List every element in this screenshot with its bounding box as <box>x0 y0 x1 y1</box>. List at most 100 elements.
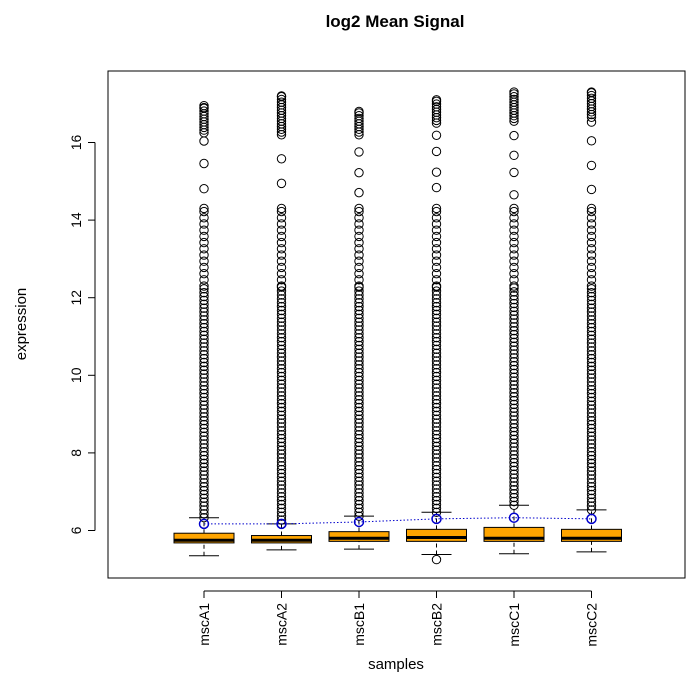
mean-line <box>204 517 592 525</box>
outlier-point <box>354 344 364 355</box>
outlier-point <box>586 334 597 344</box>
outlier-point <box>431 298 442 308</box>
outlier-point <box>431 256 442 266</box>
outlier-point <box>199 361 209 372</box>
outlier-point <box>431 275 442 285</box>
outlier-point <box>354 468 364 479</box>
y-tick-label: 6 <box>68 526 84 534</box>
outlier-point <box>199 384 209 395</box>
outlier-point <box>354 348 364 358</box>
outlier-point <box>586 281 597 291</box>
outlier-point <box>276 94 287 105</box>
outlier-point <box>276 429 287 440</box>
outlier-point <box>586 213 597 223</box>
outlier-point <box>276 206 287 217</box>
outlier-point <box>276 154 287 164</box>
outlier-point <box>509 318 519 328</box>
outlier-point <box>276 348 287 358</box>
box-mscB2 <box>406 511 467 556</box>
outlier-point <box>199 427 209 438</box>
outlier-point <box>354 480 364 490</box>
outlier-point <box>586 346 597 356</box>
outlier-point <box>586 326 597 337</box>
outlier-point <box>276 492 287 502</box>
outlier-point <box>199 291 209 302</box>
outlier-point <box>199 158 209 169</box>
outlier-point <box>199 346 209 356</box>
outlier-point <box>199 435 209 445</box>
outlier-group <box>276 91 287 529</box>
outlier-point <box>431 237 442 248</box>
outlier-point <box>276 340 287 351</box>
outlier-point <box>276 97 287 107</box>
outlier-point <box>509 372 519 382</box>
outlier-point <box>199 244 209 254</box>
outlier-point <box>276 476 287 486</box>
outlier-point <box>431 206 442 217</box>
outlier-point <box>276 495 287 506</box>
outlier-point <box>354 329 364 339</box>
outlier-point <box>276 437 287 448</box>
outlier-point <box>431 167 442 177</box>
outlier-point <box>199 231 209 242</box>
outlier-point <box>199 299 209 309</box>
box-mscA1 <box>173 517 235 557</box>
outlier-point <box>509 368 519 379</box>
x-tick-label: mscA2 <box>274 603 290 646</box>
outlier-point <box>354 298 364 308</box>
outlier-point <box>276 290 287 300</box>
outlier-point <box>431 352 442 362</box>
outlier-point <box>354 219 364 229</box>
outlier-point <box>276 507 287 517</box>
outlier-point <box>276 488 287 498</box>
outlier-point <box>509 430 519 441</box>
outlier-point <box>509 411 519 421</box>
outlier-point <box>431 219 442 229</box>
outlier-point <box>354 301 364 312</box>
y-tick-label: 12 <box>68 290 84 306</box>
outlier-point <box>509 268 519 279</box>
outlier-point <box>509 345 519 355</box>
outlier-point <box>276 503 287 514</box>
outlier-point <box>199 400 209 410</box>
outlier-point <box>354 250 364 260</box>
box-rect <box>406 528 467 542</box>
outlier-point <box>586 435 597 445</box>
outlier-point <box>276 457 287 467</box>
outlier-point <box>586 250 597 260</box>
box-rect <box>173 532 235 544</box>
outlier-point <box>276 426 287 436</box>
outlier-point <box>199 489 209 500</box>
outlier-point <box>276 213 287 223</box>
outlier-point <box>354 364 364 374</box>
outlier-point <box>509 422 519 433</box>
outlier-point <box>586 419 597 430</box>
outlier-point <box>276 256 287 266</box>
outlier-point <box>354 391 364 401</box>
outlier-point <box>276 325 287 335</box>
outlier-point <box>509 391 519 402</box>
outlier-point <box>586 275 597 285</box>
outlier-point <box>276 433 287 444</box>
x-tick-label: mscB1 <box>351 603 367 646</box>
mean-point <box>586 513 597 525</box>
outlier-point <box>276 410 287 420</box>
outlier-point <box>199 318 209 329</box>
outlier-point <box>431 433 442 444</box>
outlier-point <box>431 301 442 312</box>
outlier-point <box>354 275 364 285</box>
box-mscB1 <box>328 515 390 550</box>
outlier-point <box>276 286 287 296</box>
outlier-point <box>431 305 442 316</box>
outlier-point <box>431 492 442 502</box>
outlier-point <box>509 461 519 472</box>
outlier-point <box>509 281 519 291</box>
outlier-point <box>431 95 442 105</box>
outlier-point <box>586 342 597 352</box>
outlier-point <box>354 464 364 475</box>
outlier-point <box>431 344 442 355</box>
outlier-point <box>199 439 209 449</box>
outlier-point <box>509 275 519 285</box>
x-tick-label: mscC1 <box>506 603 522 647</box>
outlier-point <box>354 332 364 343</box>
